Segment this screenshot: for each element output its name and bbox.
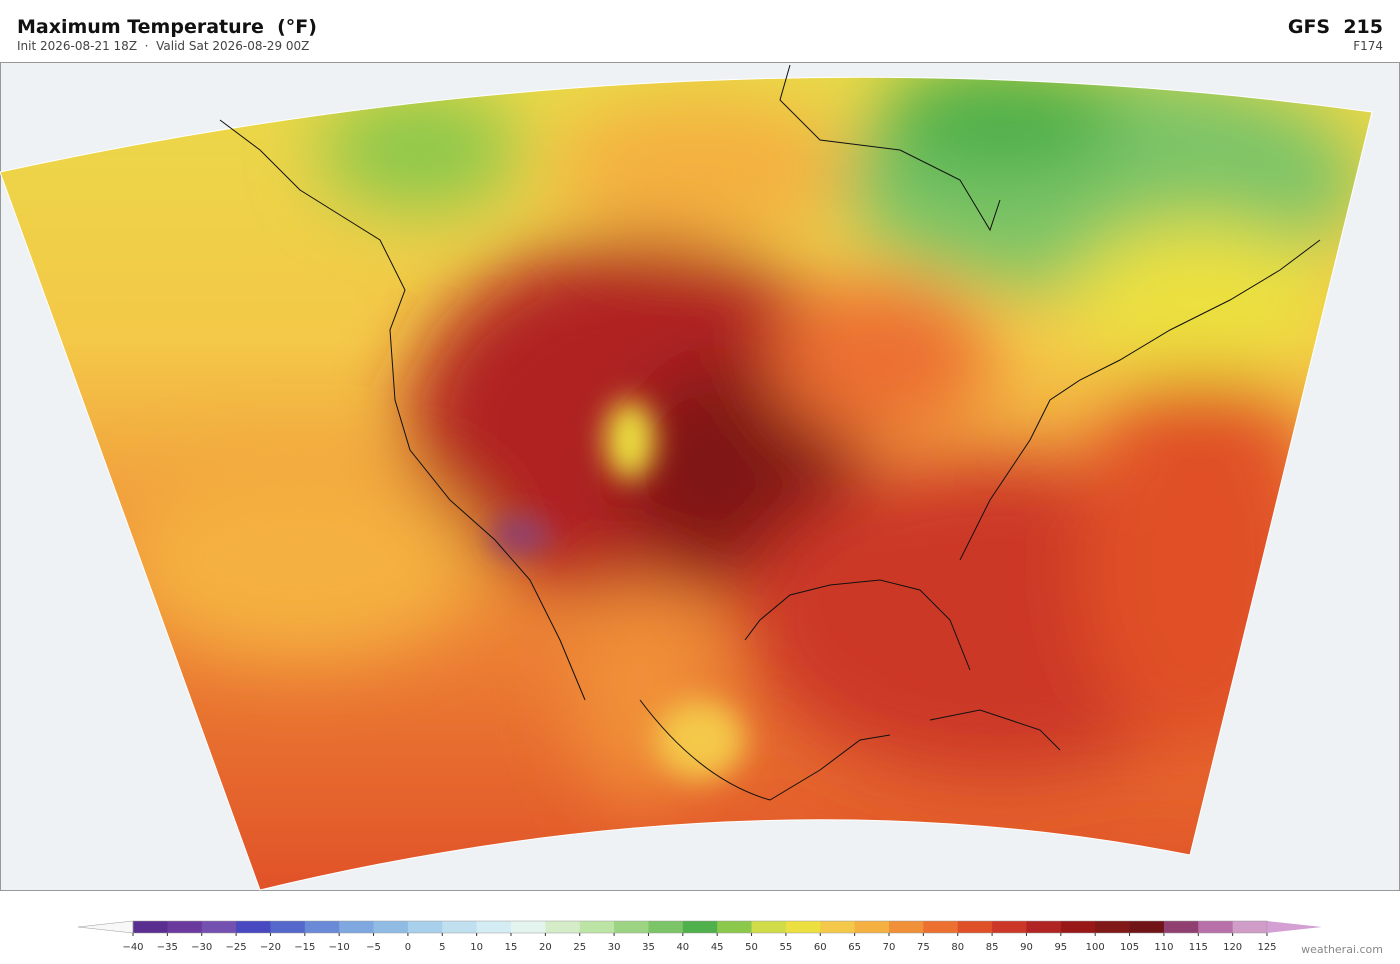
colorbar-tick-label: 5 [439, 942, 445, 953]
colorbar-bin [820, 921, 856, 933]
colorbar-bin [1095, 921, 1131, 933]
colorbar-bin [442, 921, 478, 933]
colorbar-bin [785, 921, 821, 933]
colorbar-tick-label: 40 [676, 942, 689, 953]
colorbar-tick-label: 80 [951, 942, 964, 953]
subtitle: Init 2026-08-21 18Z · Valid Sat 2026-08-… [17, 39, 310, 53]
colorbar-tick-label: 20 [539, 942, 552, 953]
colorbar-bin [1129, 921, 1165, 933]
colorbar-bin [1163, 921, 1199, 933]
colorbar-bin [1198, 921, 1234, 933]
colorbar-bin [579, 921, 615, 933]
title: Maximum Temperature (°F) [17, 16, 317, 38]
coastlines [219, 64, 1321, 801]
colorbar-tick-label: 45 [711, 942, 724, 953]
colorbar-tick-label: −20 [260, 942, 281, 953]
colorbar-tick-label: 30 [608, 942, 621, 953]
colorbar-bin [270, 921, 306, 933]
colorbar-bin [992, 921, 1027, 933]
colorbar-bin [717, 921, 753, 933]
colorbar-tick-label: 0 [405, 942, 411, 953]
colorbar-extend-high [1267, 921, 1322, 933]
colorbar-bin [339, 921, 375, 933]
colorbar-bin [923, 921, 959, 933]
colorbar-bin [1232, 921, 1268, 933]
temperature-field [0, 77, 1372, 891]
colorbar-tick-label: 15 [505, 942, 518, 953]
colorbar-bin [1026, 921, 1062, 933]
forecast-hour: F174 [1353, 39, 1383, 53]
colorbar-bin [304, 921, 340, 933]
colorbar-tick-label: 10 [470, 942, 483, 953]
colorbar-tick-label: −15 [294, 942, 315, 953]
colorbar-bin [545, 921, 581, 933]
colorbar-bin [751, 921, 787, 933]
colorbar-tick-label: 115 [1189, 942, 1208, 953]
colorbar-tick-label: 105 [1120, 942, 1139, 953]
colorbar-tick-label: −35 [157, 942, 178, 953]
colorbar-bin [1060, 921, 1096, 933]
colorbar-tick-label: −5 [366, 942, 381, 953]
colorbar-bin [682, 921, 718, 933]
colorbar-tick-label: 25 [573, 942, 586, 953]
colorbar-frame [132, 920, 1268, 934]
colorbar-tick-label: 75 [917, 942, 930, 953]
model-label: GFS 215 [1287, 16, 1383, 38]
colorbar-bin [167, 921, 203, 933]
colorbar-bin [648, 921, 684, 933]
colorbar-tick-label: 60 [814, 942, 827, 953]
colorbar-bin [236, 921, 271, 933]
colorbar-tick-label: 50 [745, 942, 758, 953]
colorbar-tick-label: 65 [848, 942, 861, 953]
colorbar-bin [614, 921, 649, 933]
colorbar-tick-label: 55 [780, 942, 793, 953]
colorbar-tick-label: −25 [226, 942, 247, 953]
colorbar-tick-label: 125 [1257, 942, 1276, 953]
colorbar-tick-label: 110 [1154, 942, 1173, 953]
colorbar-bin [201, 921, 237, 933]
colorbar-bin [373, 921, 409, 933]
colorbar-tick-label: 85 [986, 942, 999, 953]
colorbar-bin [476, 921, 512, 933]
colorbar-tick-label: 95 [1054, 942, 1067, 953]
colorbar-tick-label: −10 [329, 942, 350, 953]
colorbar-tick-label: −30 [191, 942, 212, 953]
colorbar-tick-label: 120 [1223, 942, 1242, 953]
colorbar-tick-label: 90 [1020, 942, 1033, 953]
watermark: weatherai.com [1301, 943, 1383, 956]
colorbar-tick-label: 35 [642, 942, 655, 953]
colorbar-tick-label: 70 [883, 942, 896, 953]
colorbar-bin [889, 921, 924, 933]
colorbar-tick-label: 100 [1086, 942, 1105, 953]
colorbar-bin [854, 921, 890, 933]
colorbar-bin [957, 921, 993, 933]
colorbar-bin [133, 921, 168, 933]
colorbar-bin [407, 921, 443, 933]
colorbar-extend-low [77, 920, 134, 934]
colorbar-tick-label: −40 [122, 942, 143, 953]
colorbar-bin [511, 921, 546, 933]
